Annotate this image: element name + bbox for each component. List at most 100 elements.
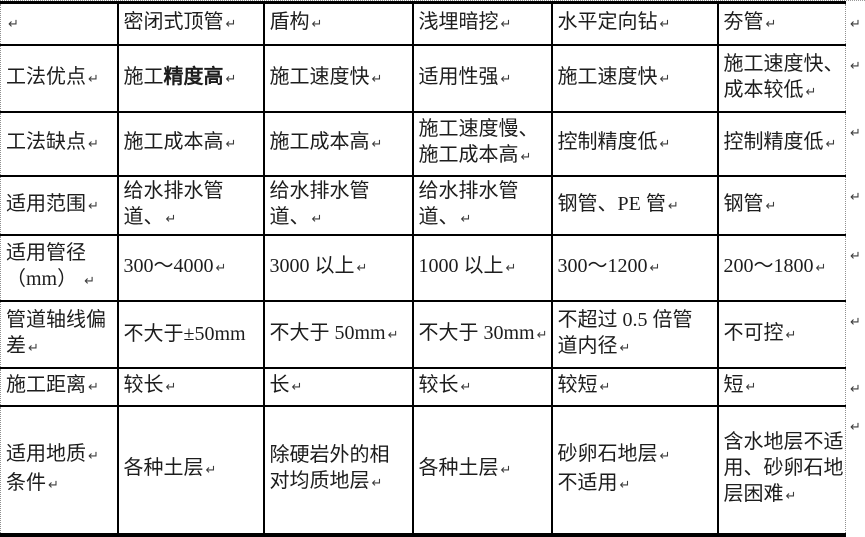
data-cell: 不大于 50mm↵	[264, 301, 413, 368]
text-segment: 含水地层不适	[724, 431, 844, 453]
cell-text-line: 工法缺点↵	[6, 129, 115, 158]
paragraph-mark-icon: ↵	[786, 489, 797, 504]
row-label-cell: 工法优点↵	[1, 45, 118, 112]
cell-text-line: 控制精度低↵	[724, 129, 844, 158]
data-cell: 不大于 30mm↵	[413, 301, 552, 368]
cell-text-line: （mm） ↵	[6, 266, 115, 295]
data-cell: 不超过 0.5 倍管道内径↵	[552, 301, 718, 368]
cell-text-line: 层困难↵	[724, 481, 844, 510]
cell-text-line: 施工精度高↵	[124, 64, 261, 93]
text-segment: 适用范围	[6, 193, 86, 215]
row-label-cell: 施工距离↵	[1, 368, 118, 406]
text-segment: 成本较低	[724, 79, 804, 101]
paragraph-mark-icon: ↵	[461, 212, 472, 227]
row-label-cell: 适用范围↵	[1, 176, 118, 235]
column-header-cell: 水平定向钻↵	[552, 3, 718, 45]
cell-text-line: 道、↵	[124, 204, 261, 233]
paragraph-mark-icon: ↵	[388, 328, 399, 343]
text-segment: 3000 以上	[270, 255, 355, 277]
cell-text-line: 成本较低↵	[724, 77, 844, 106]
cell-text-line: 较长↵	[124, 372, 261, 401]
text-segment: 较长	[419, 374, 459, 396]
paragraph-mark-icon: ↵	[786, 328, 797, 343]
text-segment: 工法优点	[6, 66, 86, 88]
text-segment: （mm）	[6, 268, 82, 290]
cell-text-line: 200～1800↵	[724, 253, 844, 282]
paragraph-mark-icon: ↵	[88, 380, 99, 395]
cell-text-line: 适用管径	[6, 240, 115, 266]
row-end-gutter: ↵	[846, 176, 865, 235]
text-segment: 道、	[124, 206, 164, 228]
paragraph-mark-icon: ↵	[600, 380, 611, 395]
cell-text-line: 不大于 30mm↵	[419, 320, 549, 349]
data-cell: 较长↵	[413, 368, 552, 406]
table-row-applicable-diameter-mm: 适用管径（mm） ↵300～4000↵3000 以上↵1000 以上↵300～1…	[1, 235, 865, 301]
text-segment: 适用地质	[6, 443, 86, 465]
cell-text-line: 3000 以上↵	[270, 253, 410, 282]
cell-text-line: 钢管、PE 管↵	[558, 191, 715, 220]
text-segment: 工法缺点	[6, 131, 86, 153]
table-row-advantages: 工法优点↵施工精度高↵施工速度快↵适用性强↵施工速度快↵施工速度快、成本较低↵↵	[1, 45, 865, 112]
cell-text-line: 施工速度慢、	[419, 116, 549, 142]
cell-text-line: 道、↵	[270, 204, 410, 233]
row-end-gutter: ↵	[846, 112, 865, 176]
cell-text-line: 较长↵	[419, 372, 549, 401]
paragraph-mark-icon: ↵	[461, 380, 472, 395]
table-row-header: ↵密闭式顶管↵盾构↵浅埋暗挖↵水平定向钻↵夯管↵↵	[1, 3, 865, 45]
cell-text-line: 水平定向钻↵	[558, 9, 715, 38]
cell-text-line: 300～1200↵	[558, 253, 715, 282]
row-end-gutter: ↵	[846, 368, 865, 406]
row-end-mark-icon: ↵	[850, 126, 861, 141]
data-cell: 砂卵石地层↵不适用↵	[552, 406, 718, 535]
paragraph-mark-icon: ↵	[292, 380, 303, 395]
row-end-mark-icon: ↵	[850, 249, 861, 264]
paragraph-mark-icon: ↵	[668, 199, 679, 214]
paragraph-mark-icon: ↵	[88, 72, 99, 87]
paragraph-mark-icon: ↵	[312, 212, 323, 227]
cell-text-line: ↵	[6, 9, 115, 38]
cell-text-line: 夯管↵	[724, 9, 844, 38]
cell-text-line: 短↵	[724, 372, 844, 401]
cell-text-line: 除硬岩外的相	[270, 442, 410, 468]
row-end-gutter: ↵	[846, 301, 865, 368]
cell-text-line: 给水排水管	[124, 178, 261, 204]
cell-text-line: 管道轴线偏	[6, 307, 115, 333]
row-end-gutter: ↵	[846, 406, 865, 535]
data-cell: 施工速度慢、施工成本高↵	[413, 112, 552, 176]
paragraph-mark-icon: ↵	[660, 17, 671, 32]
cell-text-line: 条件↵	[6, 470, 115, 499]
text-segment: 给水排水管	[419, 180, 519, 202]
row-end-gutter: ↵	[846, 235, 865, 301]
paragraph-mark-icon: ↵	[620, 478, 631, 493]
text-segment: 夯管	[724, 11, 764, 33]
row-end-mark-icon: ↵	[850, 382, 861, 397]
cell-text-line: 施工速度快↵	[270, 64, 410, 93]
paragraph-mark-icon: ↵	[746, 380, 757, 395]
cell-text-line: 差↵	[6, 333, 115, 362]
cell-text-line: 1000 以上↵	[419, 253, 549, 282]
paragraph-mark-icon: ↵	[660, 72, 671, 87]
text-segment: 施工速度快	[270, 66, 370, 88]
paragraph-mark-icon: ↵	[537, 328, 548, 343]
data-cell: 施工精度高↵	[118, 45, 264, 112]
cell-text-line: 施工速度快↵	[558, 64, 715, 93]
cell-text-line: 钢管↵	[724, 191, 844, 220]
paragraph-mark-icon: ↵	[8, 17, 19, 32]
data-cell: 控制精度低↵	[718, 112, 846, 176]
text-segment: 施工速度快	[558, 66, 658, 88]
cell-text-line: 各种土层↵	[419, 455, 549, 484]
cell-text-line: 道内径↵	[558, 333, 715, 362]
paragraph-mark-icon: ↵	[521, 150, 532, 165]
paragraph-mark-icon: ↵	[372, 72, 383, 87]
cell-text-line: 较短↵	[558, 372, 715, 401]
cell-text-line: 施工速度快、	[724, 51, 844, 77]
cell-text-line: 不大于 50mm↵	[270, 320, 410, 349]
text-segment: 钢管、PE 管	[558, 193, 666, 215]
text-segment: 道、	[419, 206, 459, 228]
text-segment: 钢管	[724, 193, 764, 215]
column-header-cell: 密闭式顶管↵	[118, 3, 264, 45]
text-segment: 短	[724, 374, 744, 396]
data-cell: 钢管、PE 管↵	[552, 176, 718, 235]
text-segment: 浅埋暗挖	[419, 11, 499, 33]
